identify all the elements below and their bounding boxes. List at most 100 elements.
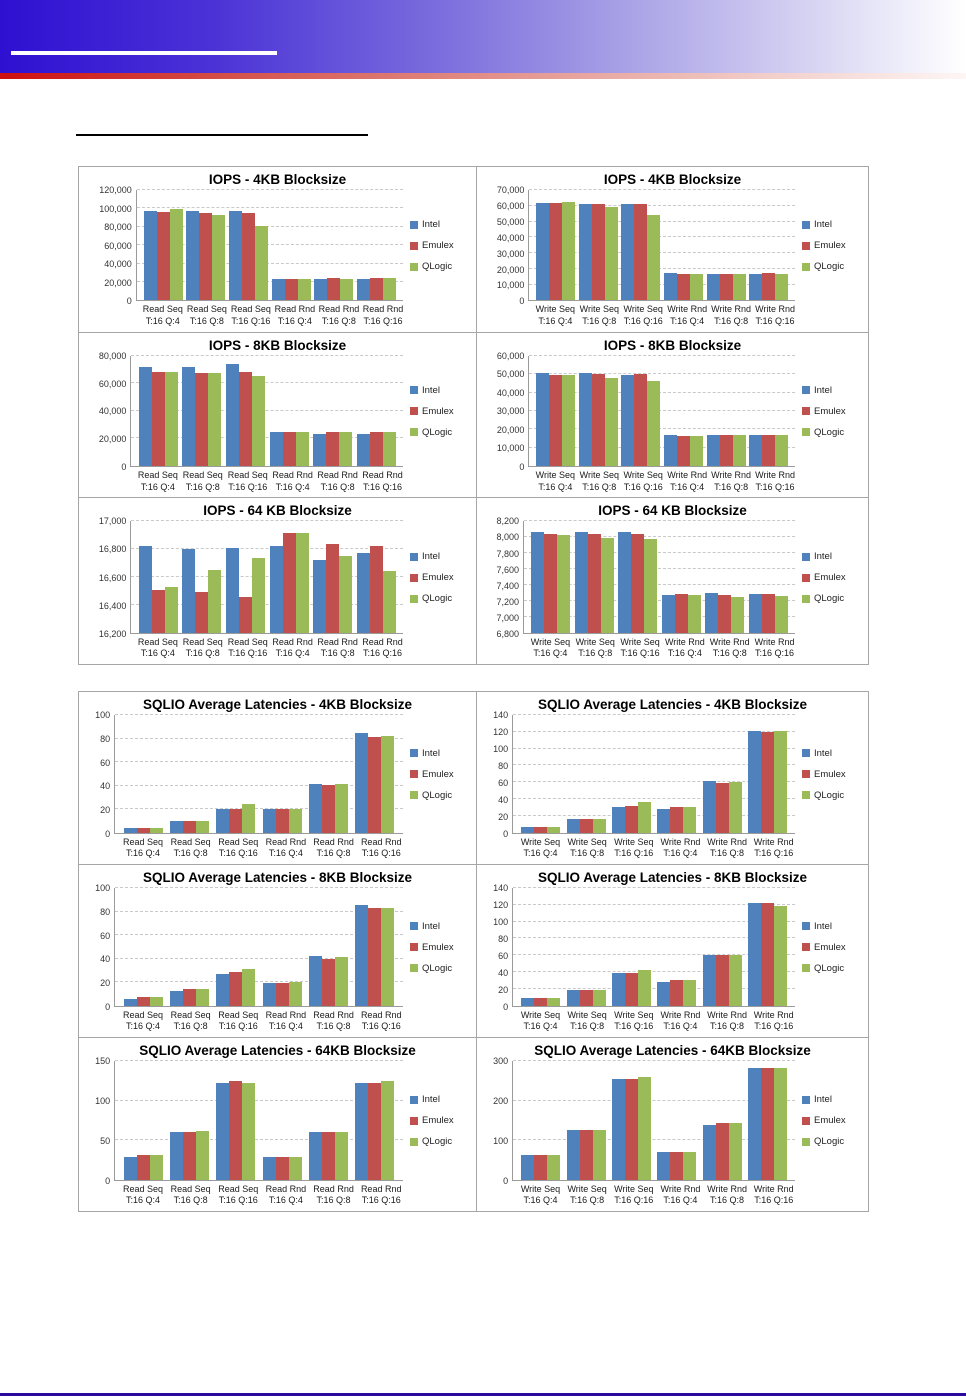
y-axis: 16,200 16,400 16,600 16,800 17,000 xyxy=(89,516,130,638)
gridline xyxy=(524,520,795,522)
bar-group xyxy=(747,190,790,301)
x-tick-label: Write Seq T:16 Q:4 xyxy=(535,469,576,492)
legend-item: Intel xyxy=(802,219,864,230)
bar-qlogic xyxy=(335,957,349,1006)
gridline xyxy=(136,189,403,191)
bar-qlogic xyxy=(288,982,302,1006)
bar-group xyxy=(354,521,398,633)
gridline xyxy=(131,548,403,550)
gridline xyxy=(131,576,403,578)
bar-qlogic xyxy=(295,533,309,633)
legend-item: Emulex xyxy=(802,240,864,251)
x-tick-label: Write Seq T:16 Q:16 xyxy=(614,1009,654,1032)
bar-emulex xyxy=(634,204,648,301)
legend-item: Emulex xyxy=(410,769,472,780)
x-tick-label: Write Rnd T:16 Q:8 xyxy=(709,636,750,659)
bar-qlogic xyxy=(637,969,651,1006)
bar-group xyxy=(654,715,699,833)
bar-emulex xyxy=(326,432,340,466)
bar-qlogic xyxy=(728,782,742,833)
bar-qlogic xyxy=(242,804,256,833)
legend-item: Emulex xyxy=(802,1115,864,1126)
bar-emulex xyxy=(631,533,645,633)
bar-qlogic xyxy=(773,1067,787,1180)
x-tick-label: Write Seq T:16 Q:4 xyxy=(530,636,571,659)
y-tick-label: 8,200 xyxy=(496,516,519,527)
bar-group xyxy=(747,356,790,466)
bar-group xyxy=(224,356,268,466)
bar-intel xyxy=(309,956,323,1006)
legend-item: Emulex xyxy=(410,406,472,417)
y-tick-label: 0 xyxy=(121,461,127,472)
legend-item: QLogic xyxy=(802,1136,864,1147)
gridline xyxy=(529,354,795,356)
y-tick-label: 120 xyxy=(493,900,509,911)
bar-emulex xyxy=(195,592,209,633)
bar-emulex xyxy=(327,277,341,301)
bar-emulex xyxy=(229,1080,243,1180)
bar-qlogic xyxy=(164,587,178,633)
bar-emulex xyxy=(183,989,197,1006)
bar-qlogic xyxy=(647,215,661,301)
y-tick-label: 40 xyxy=(100,954,111,965)
bar-group xyxy=(609,715,654,833)
y-tick-label: 0 xyxy=(519,461,525,472)
bar-emulex xyxy=(368,737,382,833)
y-tick-label: 7,200 xyxy=(496,596,519,607)
gridline xyxy=(529,252,795,254)
bar-intel xyxy=(747,731,761,833)
bar-emulex xyxy=(634,374,648,466)
bar-emulex xyxy=(670,1151,684,1180)
bar-group xyxy=(705,356,748,466)
legend-swatch-qlogic xyxy=(802,262,810,271)
bar-group xyxy=(120,888,166,1006)
bar-group xyxy=(529,521,573,633)
y-tick-label: 20,000 xyxy=(496,264,525,275)
gridline xyxy=(513,730,795,732)
y-tick-label: 80 xyxy=(498,933,509,944)
legend: Intel Emulex QLogic xyxy=(795,356,864,467)
gridline xyxy=(529,236,795,238)
bar-intel xyxy=(748,593,762,633)
x-tick-label: Read Rnd T:16 Q:8 xyxy=(313,1183,354,1206)
bar-emulex xyxy=(151,590,165,633)
bar-group xyxy=(166,1061,212,1180)
bar-group xyxy=(311,521,355,633)
x-tick-label: Write Seq T:16 Q:4 xyxy=(520,836,561,859)
bar-qlogic xyxy=(775,274,789,301)
y-axis: 0 20 40 60 80 100 120 140 xyxy=(487,883,512,1012)
legend-label: Intel xyxy=(422,1094,440,1106)
bar-group xyxy=(267,521,311,633)
bar-intel xyxy=(521,826,535,833)
x-tick-label: Read Seq T:16 Q:8 xyxy=(182,469,223,492)
bar-group xyxy=(311,356,355,466)
y-tick-label: 16,400 xyxy=(98,600,127,611)
bar-qlogic xyxy=(381,1080,395,1180)
bar-group xyxy=(185,190,228,301)
bar-emulex xyxy=(238,372,252,466)
bar-group xyxy=(616,521,660,633)
x-tick-label: Write Rnd T:16 Q:4 xyxy=(664,636,705,659)
x-tick-label: Read Rnd T:16 Q:16 xyxy=(360,1009,402,1032)
bar-group xyxy=(745,888,790,1006)
bar-emulex xyxy=(591,204,605,301)
legend-swatch-intel xyxy=(802,386,810,395)
section-heading-underline xyxy=(76,134,368,136)
x-tick-label: Write Rnd T:16 Q:16 xyxy=(755,304,795,326)
bar-intel xyxy=(702,1125,716,1180)
bar-qlogic xyxy=(773,905,787,1006)
bar-qlogic xyxy=(383,277,397,301)
y-axis: 0 50 100 150 xyxy=(89,1056,114,1186)
bar-emulex xyxy=(719,274,733,301)
x-tick-label: Write Seq T:16 Q:8 xyxy=(567,1183,607,1206)
chart-cell: SQLIO Average Latencies - 64KB Blocksize… xyxy=(477,1038,868,1211)
legend-label: Emulex xyxy=(814,572,846,584)
header-white-rule xyxy=(11,51,277,55)
legend-item: Emulex xyxy=(410,1115,472,1126)
legend-item: Intel xyxy=(802,1094,864,1105)
bar-intel xyxy=(664,434,678,466)
legend-swatch-intel xyxy=(410,1095,418,1104)
bar-qlogic xyxy=(637,1076,651,1180)
x-tick-label: Write Seq T:16 Q:16 xyxy=(614,1183,654,1206)
header-gradient-band xyxy=(0,0,966,73)
